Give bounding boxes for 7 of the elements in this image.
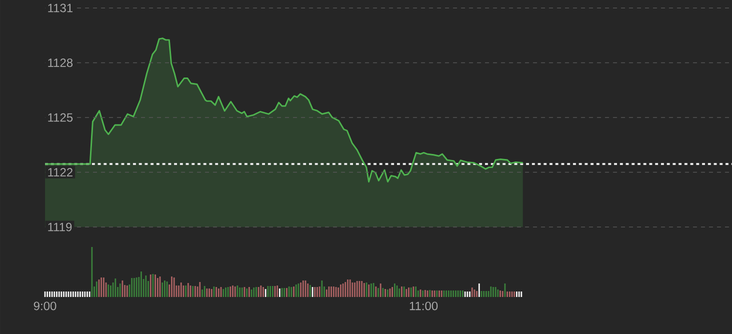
y-tick-label: 1125 (48, 113, 73, 122)
x-tick-label: 9:00 (34, 302, 56, 310)
y-tick-label: 1119 (48, 222, 72, 232)
y-tick-label: 1131 (48, 4, 72, 12)
x-tick-label: 11:00 (410, 302, 438, 310)
y-tick-label: 1128 (48, 58, 73, 67)
y-tick-label: 1122 (48, 168, 72, 176)
